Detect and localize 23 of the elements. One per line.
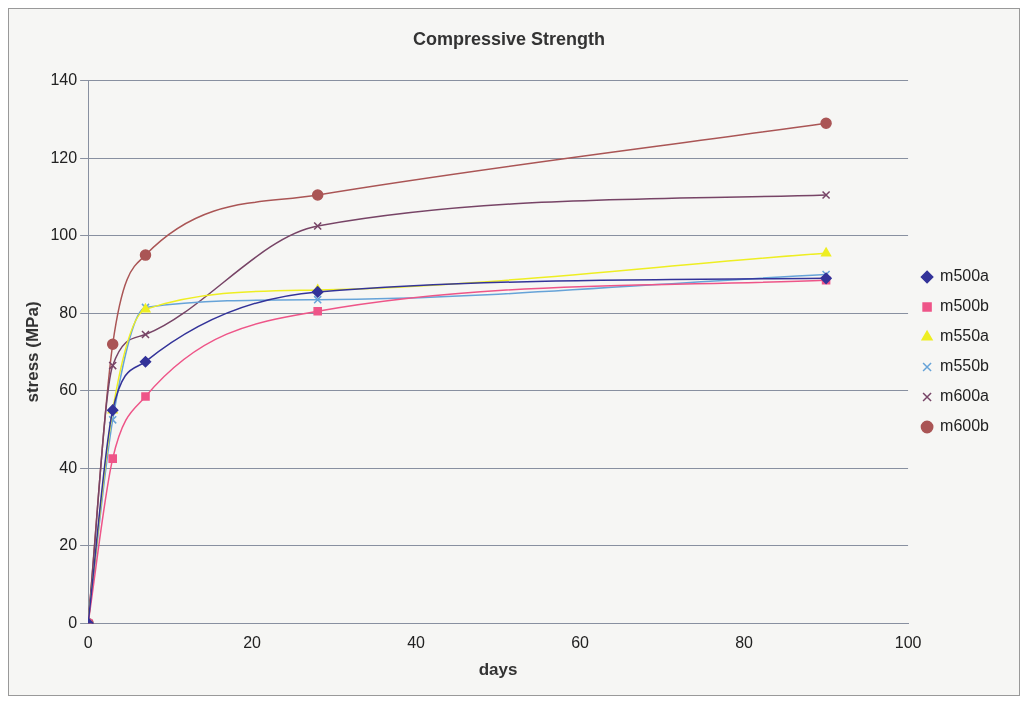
y-tick-label: 80 [59, 303, 78, 321]
legend-label: m500a [940, 267, 990, 285]
legend-label: m600b [940, 417, 990, 435]
x-tick-label: 20 [243, 634, 262, 652]
x-tick-label: 60 [571, 634, 590, 652]
chart-title: Compressive Strength [412, 28, 606, 49]
y-tick-label: 140 [50, 71, 78, 89]
y-tick-label: 0 [68, 613, 78, 631]
x-axis-title: days [478, 660, 518, 680]
legend-label: m550a [940, 327, 990, 345]
legend-label: m600a [940, 387, 990, 405]
y-axis-title: stress (MPa) [22, 301, 42, 403]
x-tick-label: 0 [83, 634, 93, 652]
y-tick-label: 20 [59, 536, 78, 554]
legend-label: m550b [940, 357, 990, 375]
x-tick-label: 100 [894, 634, 922, 652]
legend-label: m500b [940, 297, 990, 315]
x-tick-label: 80 [735, 634, 754, 652]
y-tick-label: 40 [59, 458, 78, 476]
y-tick-label: 60 [59, 381, 78, 399]
y-tick-label: 100 [50, 226, 78, 244]
y-tick-label: 120 [50, 148, 78, 166]
x-tick-label: 40 [407, 634, 426, 652]
